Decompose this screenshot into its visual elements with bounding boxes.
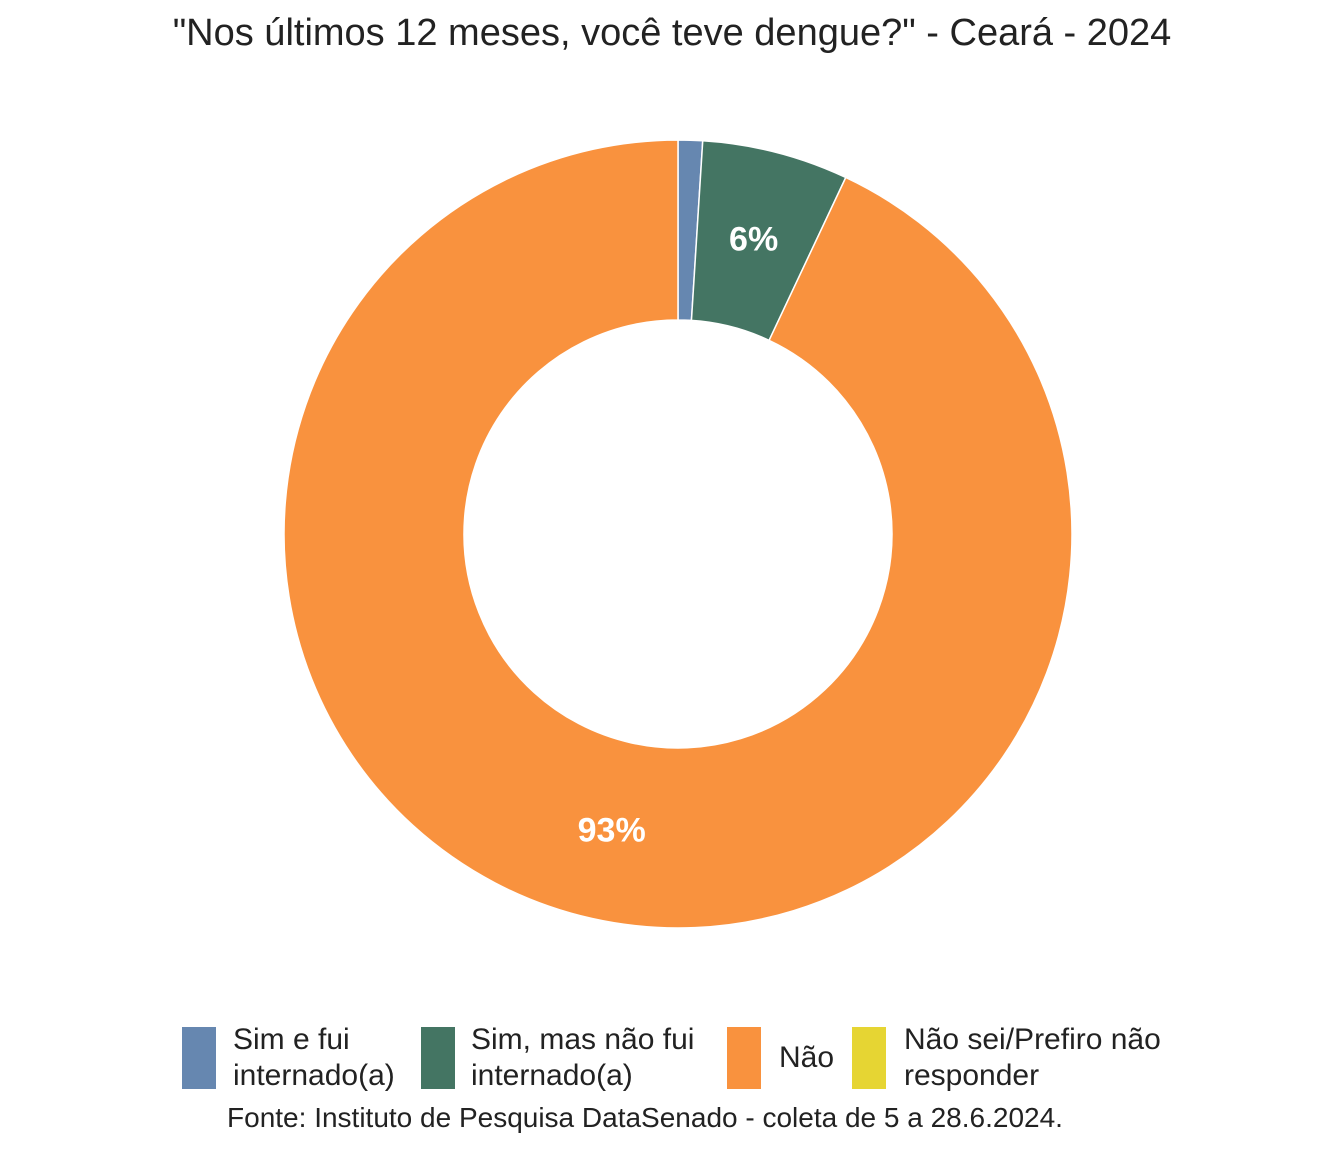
legend-swatch-sim-nao-internado [421, 1027, 455, 1089]
chart-title: "Nos últimos 12 meses, você teve dengue?… [172, 12, 1172, 54]
source-caption: Fonte: Instituto de Pesquisa DataSenado … [227, 1102, 1063, 1133]
legend-swatch-nao [727, 1027, 761, 1089]
data-label-sim-nao-internado: 6% [729, 221, 778, 259]
legend: Sim e fui internado(a) Sim, mas não fui … [0, 1022, 1344, 1102]
legend-swatch-nao-sei [852, 1027, 886, 1089]
legend-label-sim-nao-internado: Sim, mas não fui internado(a) [471, 1023, 695, 1092]
legend-label-sim-internado: Sim e fui internado(a) [233, 1023, 395, 1092]
legend-label-nao-sei: Não sei/Prefiro não responder [904, 1023, 1161, 1092]
legend-label-nao: Não [779, 1041, 835, 1074]
legend-swatch-sim-internado [182, 1027, 216, 1089]
data-label-nao: 93% [578, 812, 646, 850]
donut-slice-nao [283, 139, 1073, 929]
